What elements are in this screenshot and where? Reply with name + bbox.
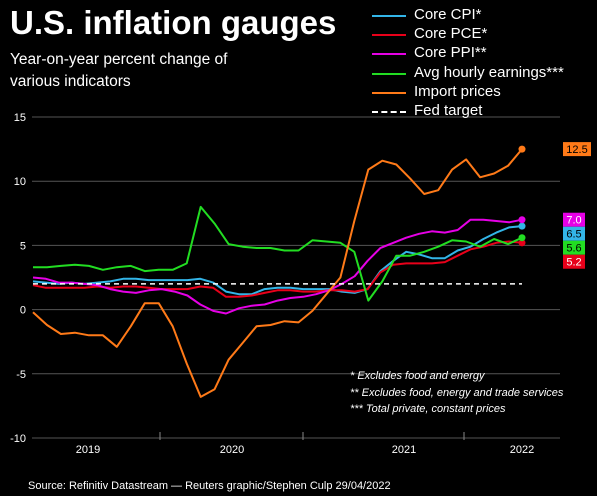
end-marker-avg-hourly-earnings xyxy=(518,234,526,242)
footnote-ppi: ** Excludes food, energy and trade servi… xyxy=(350,386,564,399)
end-marker-core-pce xyxy=(518,239,526,247)
legend-label-core-pce: Core PCE* xyxy=(414,25,488,43)
end-label-import-prices: 12.5 xyxy=(566,144,587,156)
source-credit: Source: Refinitiv Datastream — Reuters g… xyxy=(28,480,391,492)
legend-swatch-avg-hourly-earnings xyxy=(372,72,406,75)
x-tick-label: 2020 xyxy=(220,444,244,456)
footnote-earnings: *** Total private, constant prices xyxy=(350,403,506,415)
y-tick-label: -10 xyxy=(10,433,26,445)
y-tick-label: 0 xyxy=(20,305,26,317)
legend-swatch-fed-target xyxy=(372,110,406,113)
legend-swatch-core-cpi xyxy=(372,15,406,17)
end-marker-core-ppi xyxy=(518,216,526,224)
chart-subtitle: Year-on-year percent change of various i… xyxy=(10,51,228,90)
end-marker-core-cpi xyxy=(518,222,526,230)
end-label-box-import-prices xyxy=(563,142,591,157)
series-line-core-pce xyxy=(32,240,523,298)
end-label-box-avg-hourly-earnings xyxy=(563,240,585,255)
end-label-box-core-pce xyxy=(563,254,585,269)
end-label-core-ppi: 7.0 xyxy=(566,215,581,227)
y-tick-label: 15 xyxy=(14,112,26,124)
end-label-core-pce: 5.2 xyxy=(566,257,581,269)
end-marker-import-prices xyxy=(518,145,526,153)
series-line-core-ppi xyxy=(32,218,523,315)
legend-label-core-cpi: Core CPI* xyxy=(414,6,482,23)
legend-label-avg-hourly-earnings: Avg hourly earnings*** xyxy=(414,63,564,81)
series-line-avg-hourly-earnings xyxy=(33,205,523,302)
x-tick-label: 2022 xyxy=(510,444,534,456)
series-line-import-prices xyxy=(32,148,523,398)
end-label-core-cpi: 6.5 xyxy=(566,229,581,241)
y-tick-label: -5 xyxy=(16,369,26,381)
legend-swatch-core-pce xyxy=(372,34,406,37)
y-tick-label: 5 xyxy=(20,240,26,252)
end-label-box-core-ppi xyxy=(563,212,585,227)
footnotes: * Excludes food and energy ** Excludes f… xyxy=(350,370,563,420)
end-label-box-core-cpi xyxy=(563,226,585,241)
series-line-core-cpi xyxy=(32,225,523,296)
chart-title: U.S. inflation gauges xyxy=(10,4,337,41)
footnote-core: * Excludes food and energy xyxy=(350,370,485,382)
legend-label-import-prices: Import prices xyxy=(414,82,501,100)
x-tick-label: 2019 xyxy=(76,444,100,456)
x-tick-label: 2021 xyxy=(392,444,416,456)
y-tick-label: 10 xyxy=(14,176,26,188)
end-label-avg-hourly-earnings: 5.6 xyxy=(566,243,581,255)
legend-label-fed-target: Fed target xyxy=(414,101,483,119)
legend-swatch-import-prices xyxy=(372,91,406,94)
legend-swatch-core-ppi xyxy=(372,53,406,56)
legend-label-core-ppi: Core PPI** xyxy=(414,44,487,62)
